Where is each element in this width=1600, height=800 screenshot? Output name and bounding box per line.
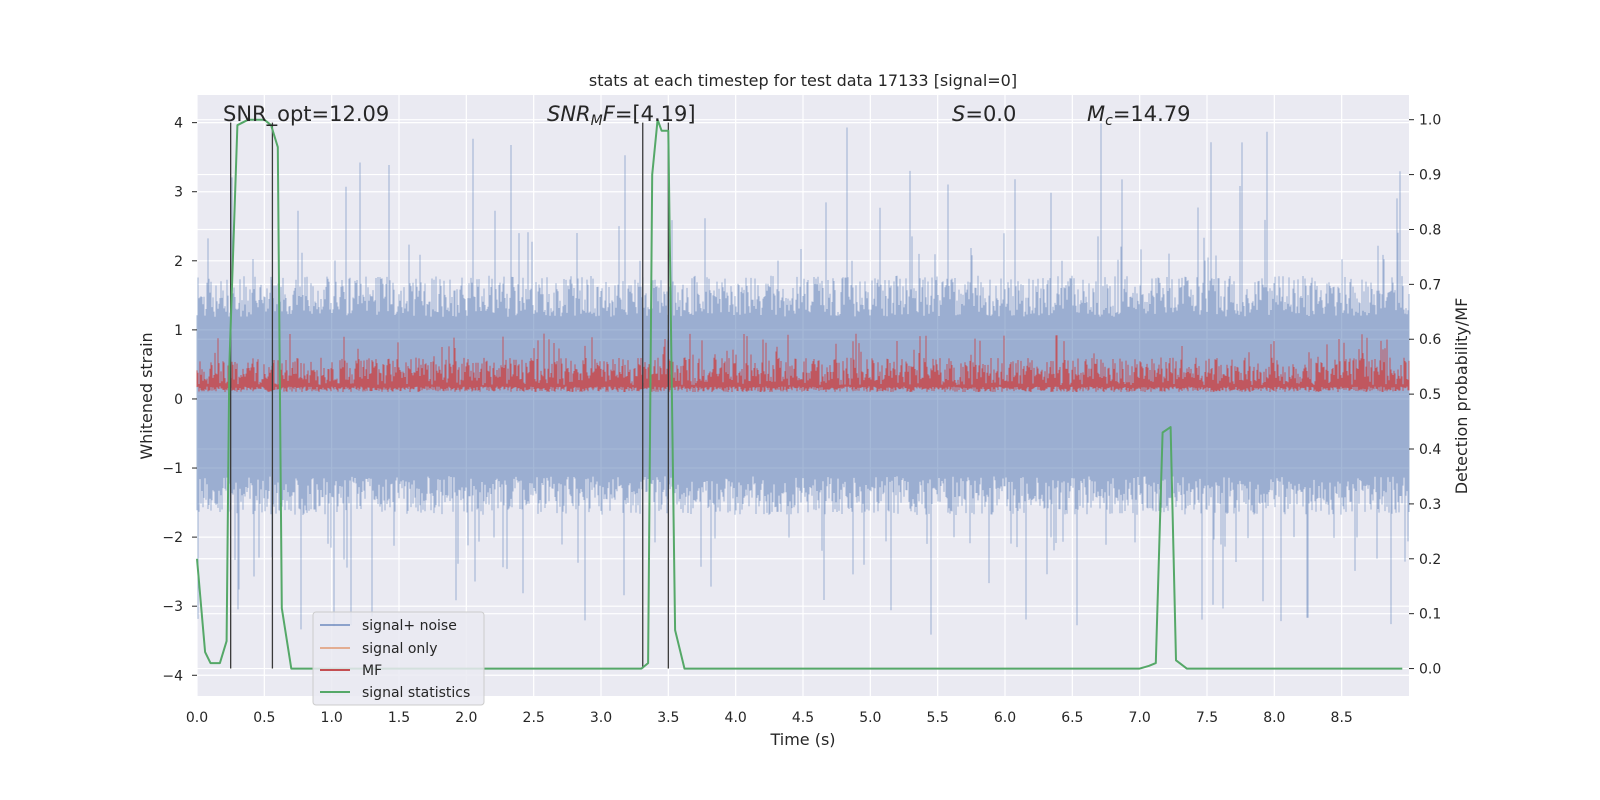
chart-title: stats at each timestep for test data 171…	[589, 71, 1017, 90]
x-tick-label: 0.5	[253, 710, 275, 726]
y-left-tick-label: 1	[174, 323, 183, 339]
legend-item-signal-noise: signal+ noise	[320, 618, 457, 634]
x-tick-label: 6.5	[1061, 710, 1083, 726]
y-right-tick-label: 0.3	[1419, 497, 1441, 513]
x-tick-label: 8.0	[1263, 710, 1285, 726]
x-tick-label: 8.5	[1331, 710, 1353, 726]
y-right-axis-ticks: 1.0 0.9 0.8 0.7 0.6 0.5 0.4 0.3 0.2 0.1 0.0	[1409, 113, 1441, 678]
mc-annotation: Mc=14.79	[1087, 102, 1191, 129]
x-tick-label: 3.5	[657, 710, 679, 726]
x-tick-label: 5.0	[859, 710, 881, 726]
y-right-tick-label: 0.1	[1419, 607, 1441, 623]
y-left-tick-label: −3	[162, 599, 183, 615]
y-left-tick-label: 2	[174, 254, 183, 270]
legend-label: signal+ noise	[362, 618, 457, 634]
x-tick-label: 2.5	[523, 710, 545, 726]
x-tick-label: 2.0	[455, 710, 477, 726]
y-left-axis-label: Whitened strain	[137, 332, 156, 459]
y-right-tick-label: 0.8	[1419, 222, 1441, 238]
y-right-tick-label: 0.4	[1419, 442, 1441, 458]
y-right-tick-label: 0.2	[1419, 552, 1441, 568]
x-tick-label: 7.5	[1196, 710, 1218, 726]
y-left-tick-label: −4	[162, 668, 183, 684]
x-tick-label: 7.0	[1129, 710, 1151, 726]
y-right-tick-label: 0.9	[1419, 168, 1441, 184]
x-tick-label: 4.0	[725, 710, 747, 726]
x-axis-ticks: 0.0 0.5 1.0 1.5 2.0 2.5 3.0 3.5 4.0 4.5 5.0 5.5 6.0 6…	[186, 710, 1353, 726]
y-right-tick-label: 1.0	[1419, 113, 1441, 129]
legend-box	[312, 611, 485, 706]
vertical-markers	[230, 122, 669, 669]
x-tick-label: 0.0	[186, 710, 208, 726]
x-tick-label: 1.5	[388, 710, 410, 726]
legend-label: MF	[362, 663, 382, 679]
y-left-tick-label: 3	[174, 185, 183, 201]
s-annotation: S=0.0	[952, 102, 1016, 126]
x-tick-label: 4.5	[792, 710, 814, 726]
x-tick-label: 6.0	[994, 710, 1016, 726]
x-axis-label: Time (s)	[769, 730, 835, 749]
legend-label: signal only	[362, 641, 437, 657]
snr-mf-annotation: SNRMF=[4.19]	[547, 102, 696, 129]
legend: signal+ noise signal only MF signal stat…	[312, 611, 485, 706]
y-right-axis-label: Detection probability/MF	[1452, 298, 1471, 495]
y-left-axis-ticks: 4 3 2 1 0 −1 −2 −3 −4	[162, 116, 197, 684]
y-right-tick-label: 0.0	[1419, 662, 1441, 678]
y-left-tick-label: 4	[174, 116, 183, 132]
y-right-tick-label: 0.7	[1419, 277, 1441, 293]
legend-item-mf: MF	[320, 663, 382, 679]
snr-opt-annotation: SNR_opt=12.09	[223, 102, 389, 127]
mf-series	[196, 333, 1410, 392]
legend-label: signal statistics	[362, 685, 470, 701]
x-tick-label: 1.0	[321, 710, 343, 726]
y-right-tick-label: 0.6	[1419, 332, 1441, 348]
x-tick-label: 3.0	[590, 710, 612, 726]
legend-item-signal-statistics: signal statistics	[320, 685, 470, 701]
signal-statistics-series	[196, 118, 1403, 670]
y-left-tick-label: −1	[162, 461, 183, 477]
signal-statistics-line	[196, 118, 1403, 670]
y-left-tick-label: 0	[174, 392, 183, 408]
legend-item-signal-only: signal only	[320, 641, 437, 657]
y-left-tick-label: −2	[162, 530, 183, 546]
mf-line	[196, 333, 1410, 392]
y-right-tick-label: 0.5	[1419, 387, 1441, 403]
x-tick-label: 5.5	[927, 710, 949, 726]
